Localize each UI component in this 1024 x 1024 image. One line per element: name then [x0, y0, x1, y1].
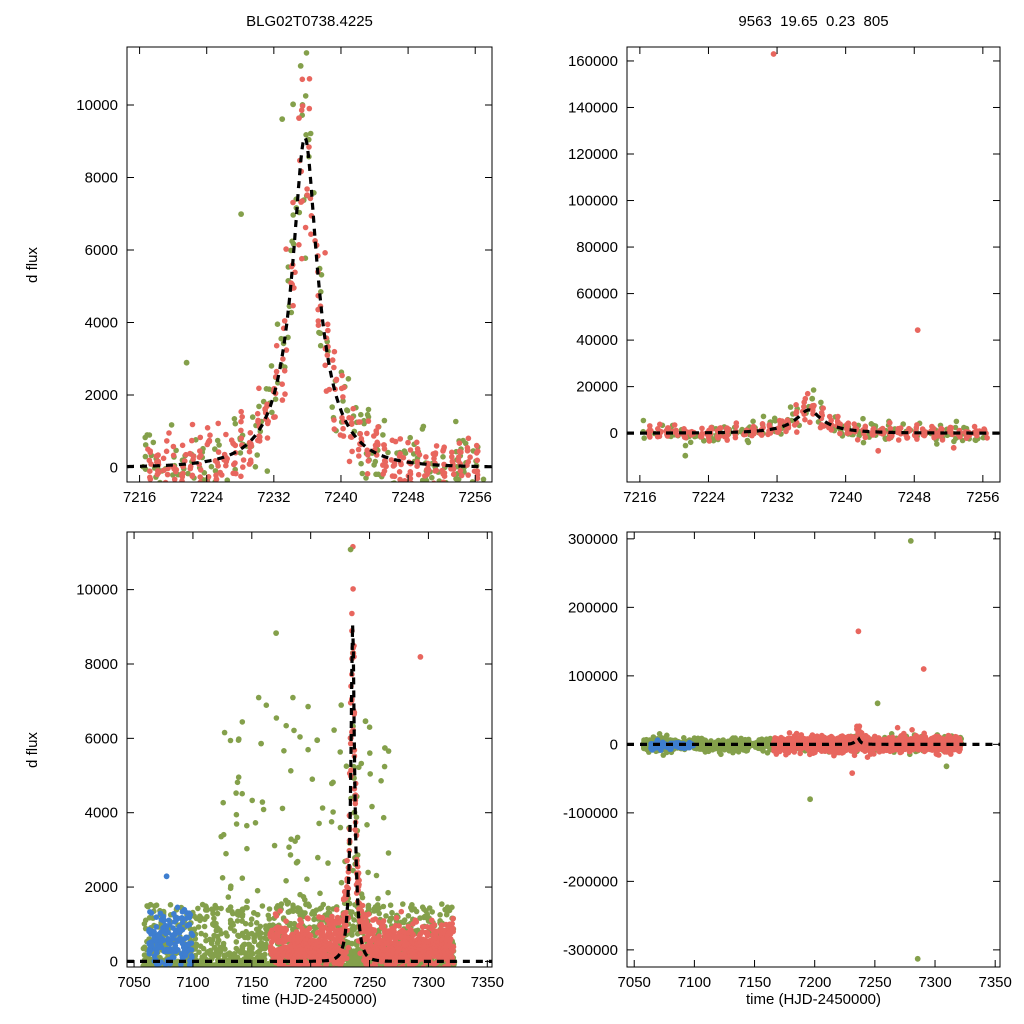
svg-text:2000: 2000	[85, 387, 118, 404]
svg-text:7300: 7300	[412, 974, 445, 991]
svg-text:4000: 4000	[85, 805, 118, 822]
svg-text:7256: 7256	[459, 489, 492, 506]
svg-text:60000: 60000	[576, 286, 618, 303]
svg-text:7224: 7224	[190, 489, 223, 506]
svg-text:4000: 4000	[85, 315, 118, 332]
svg-text:7216: 7216	[123, 489, 156, 506]
svg-text:10000: 10000	[76, 97, 118, 114]
svg-text:0: 0	[110, 953, 118, 970]
svg-text:10000: 10000	[76, 582, 118, 599]
svg-text:0: 0	[110, 460, 118, 477]
svg-text:7200: 7200	[294, 974, 327, 991]
svg-text:100000: 100000	[568, 193, 618, 210]
svg-text:7232: 7232	[760, 489, 793, 506]
svg-text:7248: 7248	[391, 489, 424, 506]
svg-text:120000: 120000	[568, 146, 618, 163]
svg-text:7256: 7256	[966, 489, 999, 506]
scatter-panel-top-right: 7216 7224 7232 7240 7248 7256 0 20000 40000 60000…	[568, 46, 1001, 506]
svg-text:40000: 40000	[576, 332, 618, 349]
svg-text:7232: 7232	[257, 489, 290, 506]
svg-text:7150: 7150	[235, 974, 268, 991]
svg-text:7240: 7240	[829, 489, 862, 506]
svg-text:7216: 7216	[623, 489, 656, 506]
svg-text:7250: 7250	[353, 974, 386, 991]
svg-text:140000: 140000	[568, 99, 618, 116]
svg-text:8000: 8000	[85, 170, 118, 187]
svg-text:6000: 6000	[85, 730, 118, 747]
svg-text:80000: 80000	[576, 239, 618, 256]
svg-text:160000: 160000	[568, 53, 618, 70]
svg-text:7248: 7248	[898, 489, 931, 506]
svg-text:6000: 6000	[85, 242, 118, 259]
scatter-panel-bottom-left: 7050 7100 7150 7200 7250 7300 7350 0 2000 4000 600…	[76, 531, 504, 991]
svg-text:7224: 7224	[692, 489, 725, 506]
plot-title-right: 9563 19.65 0.23 805	[738, 13, 889, 30]
scatter-panel-bottom-right: 7050 7100 7150 7200 7250 7300 7350-300000-2000…	[563, 531, 1012, 991]
x-axis-label-right: time (HJD-2450000)	[745, 991, 882, 1008]
svg-text:8000: 8000	[85, 656, 118, 673]
svg-text:2000: 2000	[85, 879, 118, 896]
plot-title-left: BLG02T0738.4225	[246, 13, 373, 30]
scatter-panel-top-left: 7216 7224 7232 7240 7248 7256 0 2000 4000 6000 800…	[76, 46, 493, 506]
svg-text:7100: 7100	[176, 974, 209, 991]
svg-text:7240: 7240	[324, 489, 357, 506]
svg-text:20000: 20000	[576, 379, 618, 396]
x-axis-label-left: time (HJD-2450000)	[241, 991, 378, 1008]
svg-text:7350: 7350	[471, 974, 504, 991]
svg-text:7050: 7050	[117, 974, 150, 991]
svg-text:0: 0	[610, 425, 618, 442]
